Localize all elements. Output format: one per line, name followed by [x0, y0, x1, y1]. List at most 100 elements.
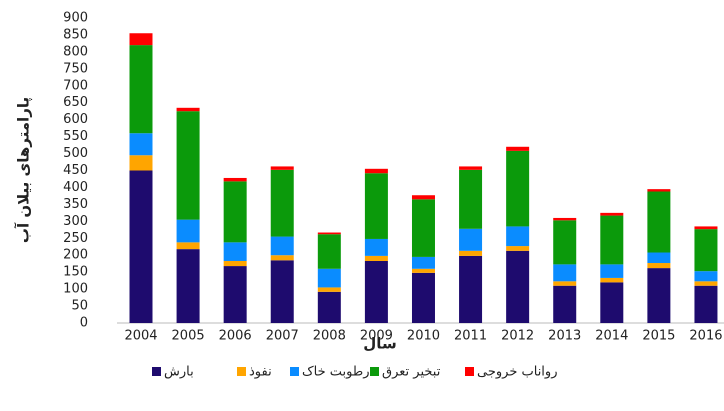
- bar-segment: [694, 226, 718, 230]
- legend-swatch: [237, 367, 246, 376]
- bar-segment: [129, 155, 153, 171]
- legend-label: نفوذ: [249, 365, 272, 380]
- legend-swatch: [152, 367, 161, 376]
- bar-segment: [694, 285, 718, 323]
- bar-segment: [647, 268, 671, 323]
- x-tick-label: 2016: [689, 329, 722, 344]
- y-tick-label: 150: [63, 265, 88, 280]
- bar-segment: [317, 232, 341, 235]
- y-tick-label: 200: [63, 248, 88, 263]
- bar-segment: [459, 250, 483, 256]
- legend-label: رطوبت خاک: [302, 365, 370, 380]
- x-tick-label: 2008: [313, 329, 346, 344]
- y-axis-title: پارامترهای بیلان آب: [15, 97, 34, 243]
- bar-segment: [223, 181, 247, 243]
- bar-segment: [270, 169, 294, 237]
- bar-segment: [506, 246, 530, 251]
- bar-segment: [176, 242, 200, 250]
- bar-segment: [600, 215, 624, 265]
- bar-segment: [694, 281, 718, 286]
- bar-segment: [364, 173, 388, 239]
- bar-segment: [411, 268, 435, 273]
- bar-segment: [600, 212, 624, 216]
- x-tick-label: 2011: [454, 329, 487, 344]
- bar-segment: [317, 234, 341, 269]
- x-tick-label: 2015: [642, 329, 675, 344]
- x-tick-label: 2004: [124, 329, 157, 344]
- x-tick-label: 2013: [548, 329, 581, 344]
- bar-segment: [553, 264, 577, 282]
- bar-segment: [176, 249, 200, 323]
- legend-swatch: [465, 367, 474, 376]
- legend-label: رواناب خروجی: [477, 365, 557, 380]
- bar-segment: [506, 150, 530, 227]
- bar-segment: [129, 133, 153, 156]
- bar-segment: [317, 287, 341, 292]
- bar-segment: [459, 166, 483, 170]
- bar-segment: [129, 33, 153, 46]
- bar-segment: [176, 107, 200, 112]
- y-tick-label: 50: [71, 299, 88, 314]
- y-tick-label: 100: [63, 282, 88, 297]
- bar-segment: [411, 199, 435, 257]
- y-tick-label: 800: [63, 44, 88, 59]
- bar-segment: [459, 228, 483, 251]
- y-tick-label: 250: [63, 231, 88, 246]
- x-tick-label: 2012: [501, 329, 534, 344]
- bar-segment: [223, 242, 247, 261]
- bar-segment: [647, 191, 671, 253]
- bar-segment: [317, 291, 341, 323]
- x-tick-label: 2010: [407, 329, 440, 344]
- bar-segment: [270, 260, 294, 323]
- x-tick-label: 2009: [360, 329, 393, 344]
- bar-segment: [270, 236, 294, 256]
- y-tick-label: 450: [63, 163, 88, 178]
- bar-segment: [553, 285, 577, 323]
- bar-segment: [553, 217, 577, 221]
- bar-segment: [459, 169, 483, 229]
- bar-segment: [694, 229, 718, 272]
- x-tick-label: 2006: [219, 329, 252, 344]
- bar-segment: [270, 166, 294, 170]
- legend-label: تبخیر تعرق: [382, 365, 441, 380]
- bar-segment: [506, 250, 530, 323]
- bar-segment: [411, 272, 435, 323]
- legend-swatch: [290, 367, 299, 376]
- bar-segment: [600, 282, 624, 323]
- bar-segment: [600, 277, 624, 283]
- bar-segment: [270, 255, 294, 261]
- bar-segment: [411, 195, 435, 200]
- y-tick-label: 650: [63, 95, 88, 110]
- bar-segment: [647, 252, 671, 264]
- y-tick-label: 400: [63, 180, 88, 195]
- bar-segment: [364, 260, 388, 323]
- y-tick-label: 0: [80, 316, 88, 331]
- legend-label: بارش: [164, 365, 194, 380]
- x-axis-title: سال: [363, 335, 396, 353]
- y-tick-label: 300: [63, 214, 88, 229]
- bar-segment: [223, 266, 247, 323]
- bar-segment: [223, 260, 247, 267]
- bar-segment: [317, 268, 341, 288]
- bar-segment: [647, 189, 671, 192]
- x-tick-label: 2005: [172, 329, 205, 344]
- bar-segment: [647, 263, 671, 269]
- bar-segment: [176, 111, 200, 220]
- y-tick-label: 350: [63, 197, 88, 212]
- bar-segment: [364, 238, 388, 256]
- bar-segment: [506, 226, 530, 247]
- x-tick-label: 2007: [266, 329, 299, 344]
- legend-swatch: [370, 367, 379, 376]
- y-tick-label: 700: [63, 78, 88, 93]
- bar-segment: [129, 45, 153, 134]
- y-tick-label: 500: [63, 146, 88, 161]
- bar-segment: [411, 256, 435, 269]
- bar-segment: [364, 168, 388, 174]
- y-tick-label: 550: [63, 129, 88, 144]
- bar-segment: [694, 271, 718, 282]
- bar-segment: [600, 264, 624, 278]
- y-tick-label: 600: [63, 112, 88, 127]
- x-tick-label: 2014: [595, 329, 628, 344]
- bar-segment: [553, 220, 577, 265]
